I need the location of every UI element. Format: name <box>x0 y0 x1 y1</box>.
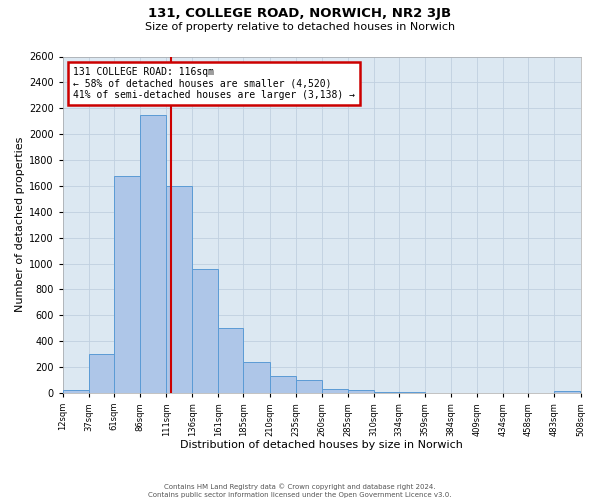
Y-axis label: Number of detached properties: Number of detached properties <box>15 137 25 312</box>
Bar <box>244 362 269 393</box>
X-axis label: Distribution of detached houses by size in Norwich: Distribution of detached houses by size … <box>180 440 463 450</box>
Bar <box>114 176 140 393</box>
Text: Contains HM Land Registry data © Crown copyright and database right 2024.
Contai: Contains HM Land Registry data © Crown c… <box>148 484 452 498</box>
Bar <box>322 389 348 393</box>
Bar <box>89 354 114 393</box>
Text: 131 COLLEGE ROAD: 116sqm
← 58% of detached houses are smaller (4,520)
41% of sem: 131 COLLEGE ROAD: 116sqm ← 58% of detach… <box>73 66 355 100</box>
Bar <box>193 268 218 393</box>
Bar <box>218 328 244 393</box>
Bar <box>296 380 322 393</box>
Bar <box>269 376 296 393</box>
Bar <box>399 392 425 393</box>
Bar <box>348 390 374 393</box>
Bar <box>140 114 166 393</box>
Bar <box>554 391 580 393</box>
Bar <box>63 390 89 393</box>
Text: Size of property relative to detached houses in Norwich: Size of property relative to detached ho… <box>145 22 455 32</box>
Bar <box>374 392 399 393</box>
Text: 131, COLLEGE ROAD, NORWICH, NR2 3JB: 131, COLLEGE ROAD, NORWICH, NR2 3JB <box>148 8 452 20</box>
Bar <box>166 186 193 393</box>
